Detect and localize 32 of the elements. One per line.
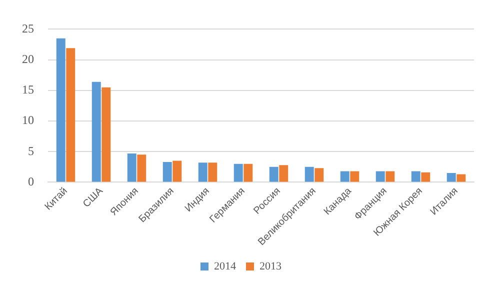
y-tick-label: 20 bbox=[22, 52, 34, 66]
bar bbox=[244, 164, 253, 182]
bar bbox=[137, 154, 146, 182]
bar bbox=[279, 165, 288, 182]
y-tick-label: 5 bbox=[28, 144, 34, 158]
bar bbox=[411, 171, 420, 182]
y-tick-label: 25 bbox=[22, 21, 34, 36]
bar bbox=[421, 172, 430, 182]
y-tick-label: 15 bbox=[22, 82, 34, 97]
bar bbox=[234, 164, 243, 182]
bar bbox=[386, 171, 395, 182]
bar bbox=[350, 171, 360, 182]
y-tick-label: 10 bbox=[22, 113, 34, 128]
bar bbox=[162, 162, 172, 182]
bar bbox=[446, 173, 456, 182]
legend-label: 2014 bbox=[214, 260, 236, 272]
bar bbox=[314, 168, 324, 182]
bar bbox=[376, 171, 385, 182]
bar bbox=[66, 48, 76, 182]
legend-label: 2013 bbox=[260, 260, 282, 272]
bar bbox=[208, 162, 218, 182]
bar bbox=[198, 162, 208, 182]
bar bbox=[269, 166, 278, 182]
bar bbox=[172, 160, 182, 182]
bar bbox=[456, 174, 466, 182]
bar bbox=[304, 166, 314, 182]
bar bbox=[127, 153, 136, 182]
y-tick-label: 0 bbox=[28, 174, 34, 188]
bar bbox=[340, 171, 350, 182]
bar bbox=[92, 82, 101, 182]
bar bbox=[56, 38, 66, 182]
bar bbox=[102, 87, 111, 182]
